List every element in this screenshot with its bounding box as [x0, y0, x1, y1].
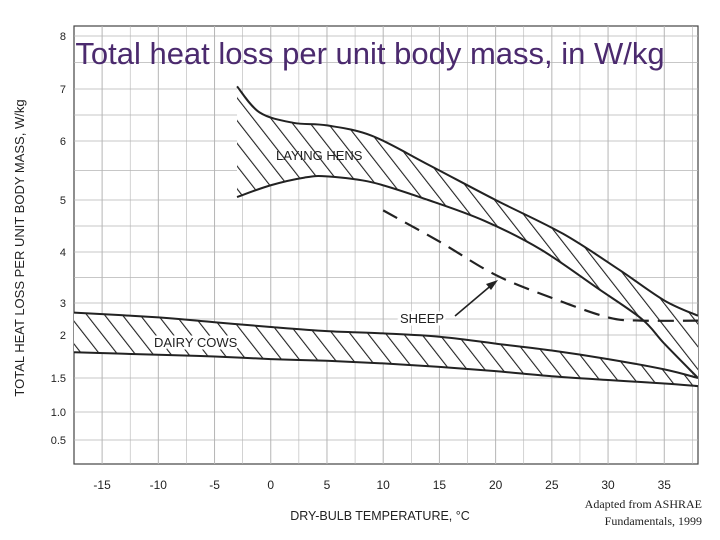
dairy-cowsupper-line: [74, 311, 698, 379]
series-label-hens: LAYING HENS: [276, 148, 363, 163]
x-tick-label: 10: [377, 478, 391, 492]
y-tick-label: 6: [60, 136, 66, 148]
credit-line-2: Fundamentals, 1999: [604, 514, 702, 528]
dairy-cowsband-area: [74, 312, 698, 387]
y-tick-label: 1.5: [51, 373, 66, 385]
x-tick-label: 0: [267, 478, 274, 492]
y-axis-label: TOTAL HEAT LOSS PER UNIT BODY MASS, W/kg: [12, 99, 27, 396]
x-tick-label: 25: [545, 478, 559, 492]
x-tick-label: -5: [209, 478, 220, 492]
series-label-sheep: SHEEP: [400, 311, 444, 326]
y-tick-label: 7: [60, 84, 66, 96]
y-tick-label: 1.0: [51, 407, 66, 419]
y-tick-label: 2: [60, 330, 66, 342]
sheep-pointer-arrowhead: [486, 280, 498, 290]
x-tick-label: 5: [324, 478, 331, 492]
y-tick-label: 0.5: [51, 435, 66, 447]
y-tick-label: 8: [60, 31, 66, 43]
sheep-pointer-arrow: [454, 282, 495, 317]
x-tick-label: -10: [150, 478, 168, 492]
laying-hensupper-line: [236, 85, 698, 317]
x-tick-label: 30: [601, 478, 615, 492]
plot-frame: [73, 25, 699, 465]
y-tick-label: 3: [60, 298, 66, 310]
slide-title: Total heat loss per unit body mass, in W…: [75, 36, 665, 71]
x-tick-label: 15: [433, 478, 447, 492]
x-axis-label: DRY-BULB TEMPERATURE, °C: [290, 509, 470, 523]
sheepdashed-line: [382, 209, 698, 322]
source-credit: Adapted from ASHRAE Fundamentals, 1999: [585, 496, 702, 530]
x-tick-label: -15: [93, 478, 111, 492]
y-tick-label: 5: [60, 195, 66, 207]
x-tick-label: 20: [489, 478, 503, 492]
laying-hensband-area: [237, 86, 698, 378]
x-tick-label: 35: [658, 478, 672, 492]
series-label-cows: DAIRY COWS: [154, 335, 238, 350]
credit-line-1: Adapted from ASHRAE: [584, 497, 702, 511]
y-tick-label: 4: [60, 247, 66, 259]
dairy-cowslower-line: [74, 351, 698, 388]
